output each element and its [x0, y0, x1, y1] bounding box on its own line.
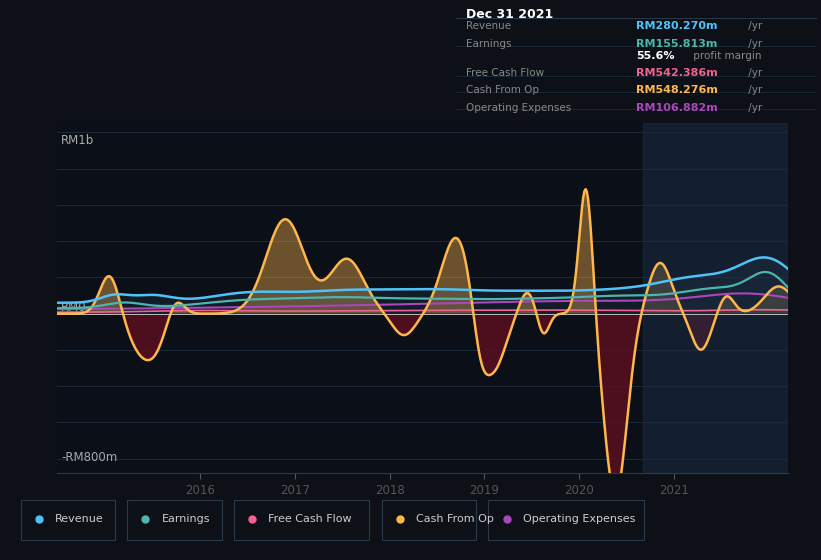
- Text: profit margin: profit margin: [690, 51, 762, 61]
- Text: -RM800m: -RM800m: [61, 451, 117, 464]
- Text: /yr: /yr: [745, 39, 762, 49]
- Text: Earnings: Earnings: [466, 39, 512, 49]
- Text: Operating Expenses: Operating Expenses: [466, 102, 571, 113]
- Text: RM1b: RM1b: [61, 134, 94, 147]
- Text: Cash From Op: Cash From Op: [416, 514, 494, 524]
- Text: /yr: /yr: [745, 102, 762, 113]
- Text: Cash From Op: Cash From Op: [466, 85, 539, 95]
- Bar: [643, 123, 798, 473]
- Text: Earnings: Earnings: [162, 514, 210, 524]
- Text: /yr: /yr: [745, 85, 762, 95]
- Text: RM155.813m: RM155.813m: [636, 39, 718, 49]
- Text: Revenue: Revenue: [55, 514, 103, 524]
- Text: RM548.276m: RM548.276m: [636, 85, 718, 95]
- Text: RM280.270m: RM280.270m: [636, 21, 718, 31]
- Text: 55.6%: 55.6%: [636, 51, 675, 61]
- Text: RM542.386m: RM542.386m: [636, 68, 718, 78]
- Text: Free Cash Flow: Free Cash Flow: [466, 68, 544, 78]
- Text: Operating Expenses: Operating Expenses: [523, 514, 635, 524]
- Text: /yr: /yr: [745, 68, 762, 78]
- Text: /yr: /yr: [745, 21, 762, 31]
- Text: Free Cash Flow: Free Cash Flow: [268, 514, 352, 524]
- Text: Revenue: Revenue: [466, 21, 511, 31]
- Text: RM0: RM0: [61, 301, 87, 314]
- Text: Dec 31 2021: Dec 31 2021: [466, 8, 553, 21]
- Text: RM106.882m: RM106.882m: [636, 102, 718, 113]
